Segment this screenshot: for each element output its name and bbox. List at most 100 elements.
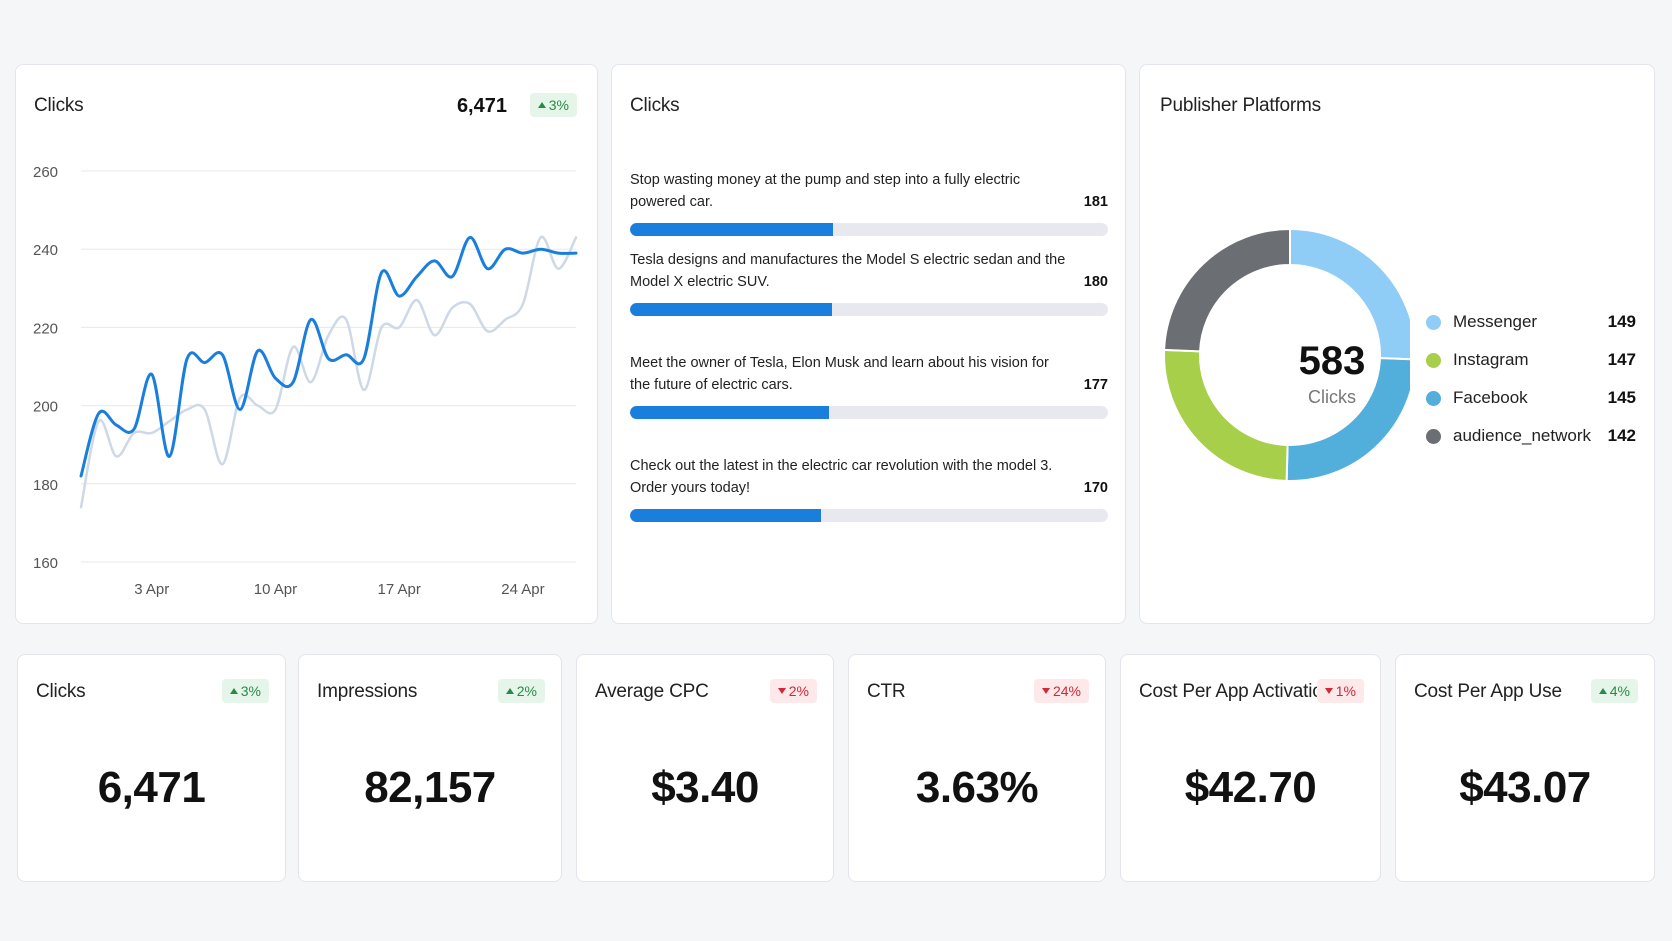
bar-fill [630,303,832,316]
legend-value: 142 [1607,426,1636,445]
x-tick-label: 24 Apr [501,581,544,598]
ad-text: Meet the owner of Tesla, Elon Musk and l… [630,355,1049,393]
legend-item[interactable]: Facebook 145 [1426,379,1636,417]
ad-bar-item: Tesla designs and manufactures the Model… [630,249,1108,316]
current-series-line [79,235,578,478]
y-tick-label: 240 [33,242,58,259]
kpi-value: $42.70 [1184,763,1317,812]
change-value: 3% [548,97,569,113]
arrow-down-icon [1324,688,1333,694]
kpi-change-badge: 24% [1033,679,1089,703]
card-title: Publisher Platforms [1160,95,1321,116]
kpi-value: $43.07 [1459,763,1591,812]
kpi-title: Average CPC [595,681,709,702]
bar-track [630,223,1108,236]
legend-label: Instagram [1453,350,1529,369]
kpi-change: 1% [1335,683,1356,699]
kpi-change-badge: 2% [769,679,817,703]
clicks-line-card: Clicks 6,471 3% 260 240 220 200 180 160 3 Apr 1… [15,64,598,624]
kpi-value: $3.40 [651,763,759,812]
ad-text: Check out the latest in the electric car… [630,458,1053,496]
kpi-change-badge: 4% [1590,679,1638,703]
donut-legend: Messenger 149 Instagram 147 Facebook 145… [1426,303,1636,455]
kpi-card-average-cpc: Average CPC 2% $3.40 [576,654,834,882]
bar-fill [630,509,821,522]
arrow-down-icon [1041,688,1050,694]
clicks-line-chart: 260 240 220 200 180 160 3 Apr 10 Apr 17 Apr 24 Ap… [33,164,578,598]
kpi-change: 2% [788,683,809,699]
ad-bar-item: Stop wasting money at the pump and step … [630,169,1108,236]
arrow-up-icon [1598,688,1607,694]
kpi-title: CTR [867,681,906,702]
kpi-change-badge: 2% [497,679,545,703]
kpi-change: 2% [516,683,537,699]
kpi-change-badge: 3% [221,679,269,703]
previous-series-line [79,235,578,509]
kpi-change-badge: 1% [1316,679,1364,703]
arrow-up-icon [229,688,238,694]
y-tick-label: 220 [33,320,58,337]
ad-clicks-value: 177 [1083,377,1108,393]
legend-label: Messenger [1453,312,1538,331]
x-tick-label: 10 Apr [254,581,297,598]
publisher-donut-chart [1163,227,1410,482]
ad-clicks-value: 181 [1083,194,1108,210]
y-tick-label: 260 [33,164,58,181]
y-tick-label: 160 [33,555,58,572]
legend-value: 145 [1607,388,1636,407]
ad-text: Tesla designs and manufactures the Model… [630,252,1066,290]
donut-total: 583 [1298,339,1366,383]
bar-track [630,406,1108,419]
y-tick-label: 180 [33,477,58,494]
donut-slice [1163,227,1291,353]
legend-dot-icon [1426,352,1441,368]
kpi-change: 4% [1609,683,1630,699]
kpi-change: 24% [1052,683,1081,699]
ad-text: Stop wasting money at the pump and step … [630,172,1021,210]
bar-fill [630,223,834,236]
kpi-title: Impressions [317,681,418,702]
x-tick-label: 17 Apr [378,581,421,598]
total-clicks-value: 6,471 [456,95,507,117]
kpi-title: Cost Per App Activation [1139,681,1333,702]
legend-label: Facebook [1453,388,1528,407]
bar-track [630,303,1108,316]
change-badge: 3% [529,93,577,117]
kpi-card-impressions: Impressions 2% 82,157 [298,654,562,882]
ad-clicks-value: 170 [1083,480,1108,496]
ad-bar-item: Meet the owner of Tesla, Elon Musk and l… [630,352,1108,419]
ad-clicks-card: Clicks Stop wasting money at the pump an… [611,64,1126,624]
y-tick-label: 200 [33,399,58,416]
legend-item[interactable]: Messenger 149 [1426,303,1636,341]
kpi-value: 6,471 [97,763,206,812]
legend-label: audience_network [1453,426,1591,445]
legend-dot-icon [1426,428,1441,444]
kpi-change: 3% [240,683,261,699]
card-title: Clicks [630,95,680,116]
kpi-value: 82,157 [364,763,496,812]
bar-track [630,509,1108,522]
kpi-value: 3.63% [915,763,1039,812]
kpi-card-cost-per-app-activation: Cost Per App Activation 1% $42.70 [1120,654,1381,882]
legend-value: 149 [1607,312,1636,331]
kpi-title: Cost Per App Use [1414,681,1562,702]
arrow-up-icon [505,688,514,694]
kpi-card-clicks: Clicks 3% 6,471 [17,654,286,882]
legend-dot-icon [1426,314,1441,330]
kpi-title: Clicks [36,681,86,702]
legend-dot-icon [1426,390,1441,406]
ad-clicks-value: 180 [1083,274,1108,290]
x-tick-label: 3 Apr [134,581,169,598]
kpi-card-cost-per-app-use: Cost Per App Use 4% $43.07 [1395,654,1655,882]
card-title: Clicks [34,95,84,116]
legend-item[interactable]: Instagram 147 [1426,341,1636,379]
ad-bar-item: Check out the latest in the electric car… [630,455,1108,522]
legend-item[interactable]: audience_network 142 [1426,417,1636,455]
arrow-down-icon [777,688,786,694]
bar-fill [630,406,829,419]
donut-slice [1289,227,1410,361]
donut-total-label: Clicks [1308,387,1356,407]
kpi-card-ctr: CTR 24% 3.63% [848,654,1106,882]
publisher-platforms-card: Publisher Platforms 583 Clicks Messenger… [1139,64,1655,624]
legend-value: 147 [1607,350,1636,369]
